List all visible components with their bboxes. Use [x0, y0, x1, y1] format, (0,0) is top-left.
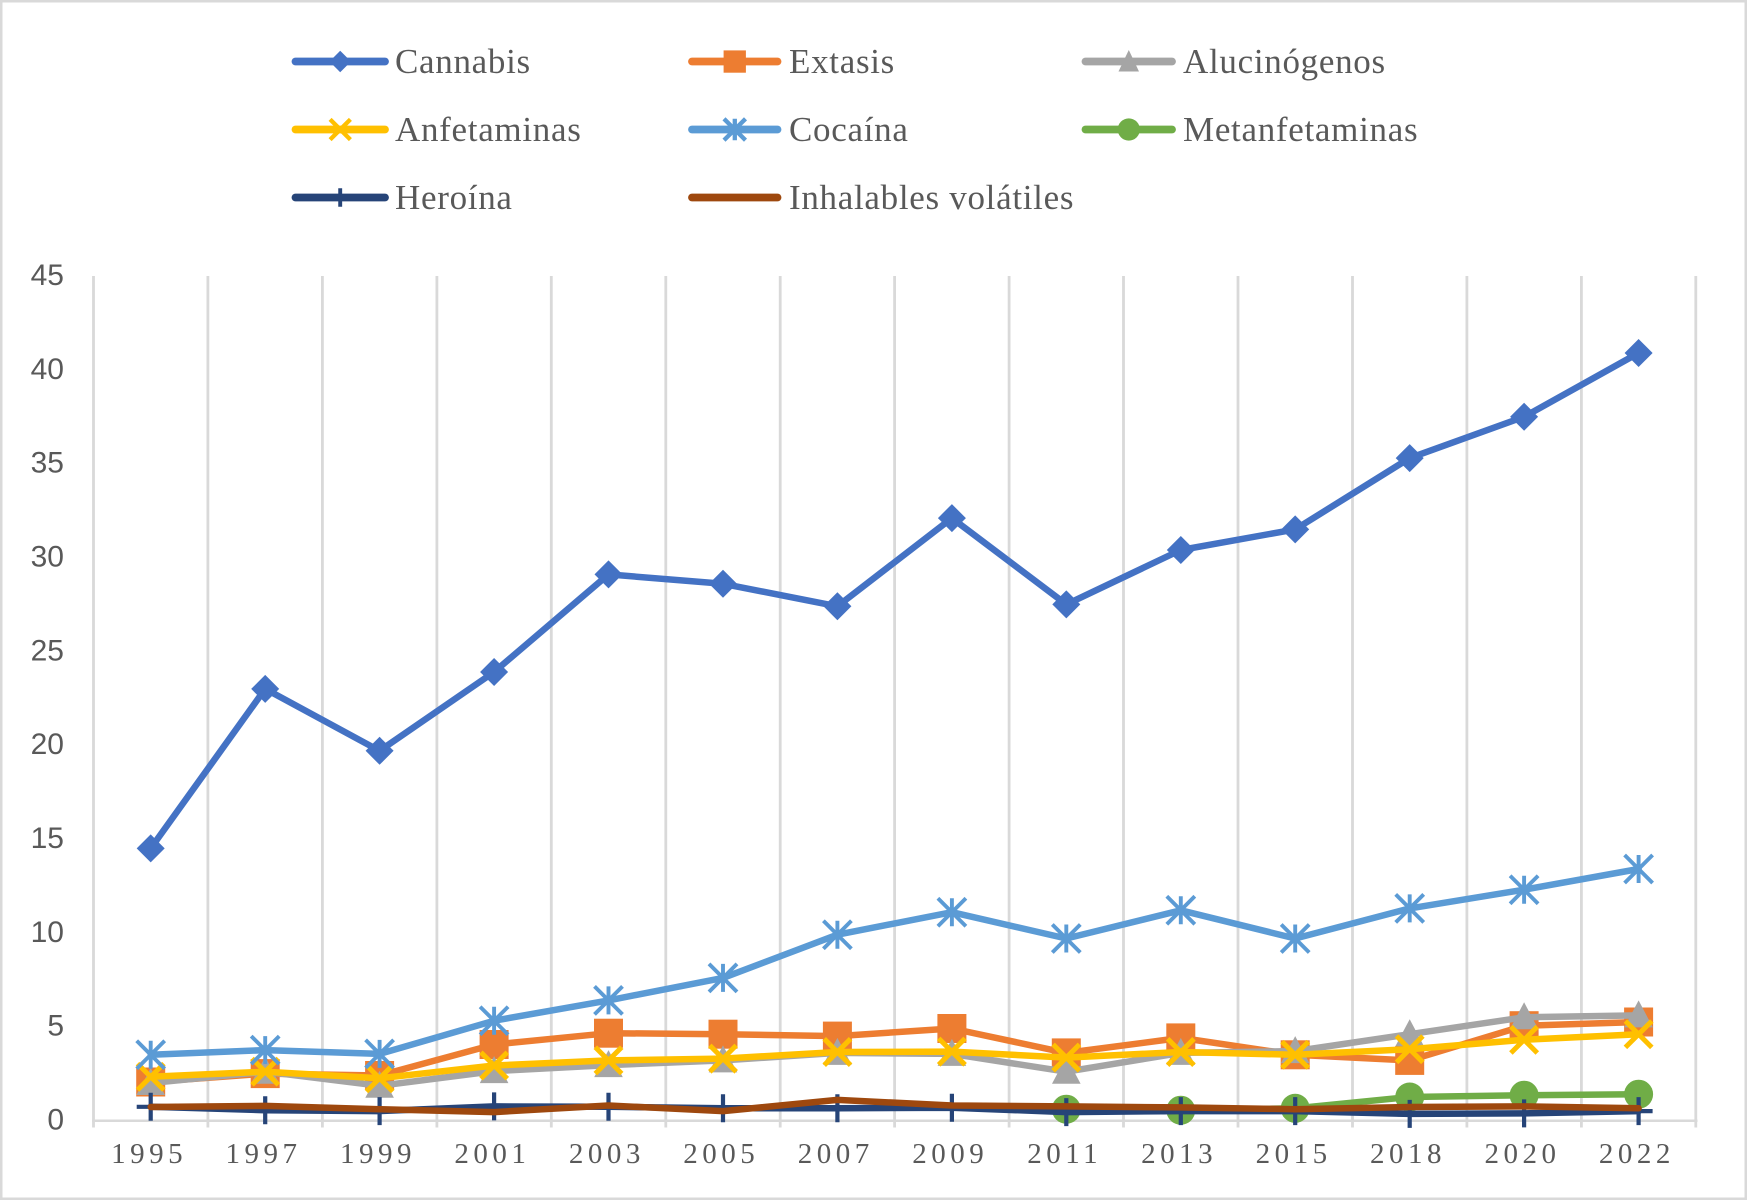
svg-text:5: 5	[47, 1010, 64, 1043]
svg-text:2009: 2009	[912, 1138, 988, 1170]
svg-text:20: 20	[31, 728, 64, 761]
svg-text:Extasis: Extasis	[789, 42, 895, 81]
svg-text:30: 30	[31, 541, 64, 574]
svg-text:1999: 1999	[340, 1138, 416, 1170]
svg-text:2003: 2003	[569, 1138, 645, 1170]
svg-text:2013: 2013	[1141, 1138, 1217, 1170]
svg-text:15: 15	[31, 822, 64, 855]
svg-text:2020: 2020	[1485, 1138, 1561, 1170]
svg-text:45: 45	[31, 259, 64, 292]
svg-text:2018: 2018	[1370, 1138, 1446, 1170]
svg-text:2005: 2005	[683, 1138, 759, 1170]
svg-text:0: 0	[47, 1104, 64, 1137]
svg-text:Cannabis: Cannabis	[395, 42, 531, 81]
svg-text:25: 25	[31, 634, 64, 667]
svg-text:Heroína: Heroína	[395, 178, 513, 217]
svg-text:Metanfetaminas: Metanfetaminas	[1183, 110, 1418, 149]
svg-text:1995: 1995	[111, 1138, 187, 1170]
svg-text:10: 10	[31, 916, 64, 949]
svg-text:2001: 2001	[454, 1138, 530, 1170]
svg-text:40: 40	[31, 353, 64, 386]
svg-text:Inhalables volátiles: Inhalables volátiles	[789, 178, 1074, 217]
svg-text:Anfetaminas: Anfetaminas	[395, 110, 582, 149]
svg-text:2007: 2007	[798, 1138, 874, 1170]
svg-text:Cocaína: Cocaína	[789, 110, 909, 149]
svg-text:2022: 2022	[1599, 1138, 1675, 1170]
svg-text:2015: 2015	[1256, 1138, 1332, 1170]
svg-text:Alucinógenos: Alucinógenos	[1183, 42, 1386, 81]
svg-text:35: 35	[31, 447, 64, 480]
svg-text:1997: 1997	[226, 1138, 302, 1170]
svg-text:2011: 2011	[1027, 1138, 1102, 1170]
